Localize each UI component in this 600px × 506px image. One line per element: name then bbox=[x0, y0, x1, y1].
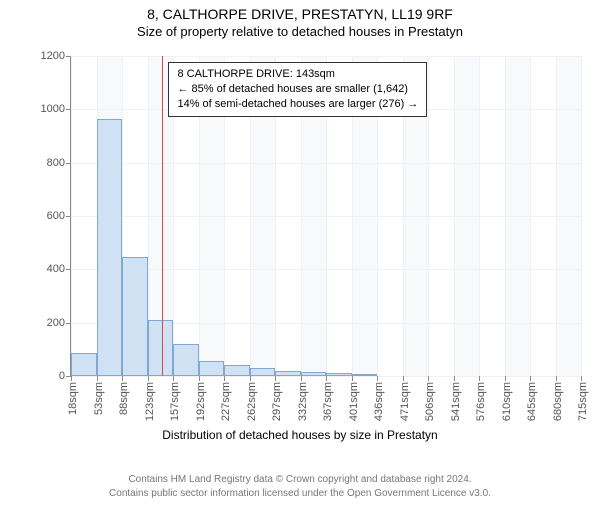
y-tick-label: 200 bbox=[47, 317, 65, 329]
info-annotation-box: 8 CALTHORPE DRIVE: 143sqm← 85% of detach… bbox=[168, 62, 427, 117]
histogram-bar bbox=[97, 119, 123, 376]
x-tick-label: 123sqm bbox=[144, 382, 156, 421]
x-tick-label: 715sqm bbox=[577, 382, 589, 421]
x-tick-label: 471sqm bbox=[399, 382, 411, 421]
x-tick-label: 297sqm bbox=[271, 382, 283, 421]
histogram-bar bbox=[224, 365, 250, 376]
footer-line-1: Contains HM Land Registry data © Crown c… bbox=[0, 473, 600, 487]
x-tick-label: 367sqm bbox=[322, 382, 334, 421]
x-tick-label: 18sqm bbox=[67, 382, 79, 415]
x-tick-label: 332sqm bbox=[297, 382, 309, 421]
y-tick-label: 0 bbox=[59, 370, 65, 382]
x-tick-label: 262sqm bbox=[246, 382, 258, 421]
y-tick-label: 600 bbox=[47, 210, 65, 222]
info-line-2: ← 85% of detached houses are smaller (1,… bbox=[177, 82, 418, 97]
x-tick-label: 227sqm bbox=[220, 382, 232, 421]
histogram-bar bbox=[199, 361, 225, 376]
x-tick-label: 401sqm bbox=[348, 382, 360, 421]
x-tick-label: 436sqm bbox=[373, 382, 385, 421]
x-tick-label: 192sqm bbox=[195, 382, 207, 421]
x-tick-label: 157sqm bbox=[169, 382, 181, 421]
x-tick-label: 88sqm bbox=[118, 382, 130, 415]
footer-line-2: Contains public sector information licen… bbox=[0, 487, 600, 501]
chart-container: Number of detached properties 0200400600… bbox=[0, 46, 600, 446]
attribution-footer: Contains HM Land Registry data © Crown c… bbox=[0, 473, 600, 500]
x-tick-label: 645sqm bbox=[526, 382, 538, 421]
histogram-bar bbox=[352, 374, 378, 376]
info-line-3: 14% of semi-detached houses are larger (… bbox=[177, 97, 418, 112]
page-title: 8, CALTHORPE DRIVE, PRESTATYN, LL19 9RF bbox=[0, 6, 600, 22]
x-axis-label: Distribution of detached houses by size … bbox=[0, 428, 600, 442]
histogram-bar bbox=[173, 344, 199, 376]
page-subtitle: Size of property relative to detached ho… bbox=[0, 24, 600, 39]
x-tick-label: 576sqm bbox=[475, 382, 487, 421]
histogram-bar bbox=[326, 373, 352, 376]
x-tick-label: 610sqm bbox=[501, 382, 513, 421]
y-tick-label: 1200 bbox=[41, 50, 65, 62]
histogram-bar bbox=[71, 353, 97, 376]
histogram-bar bbox=[148, 320, 174, 376]
info-line-1: 8 CALTHORPE DRIVE: 143sqm bbox=[177, 67, 418, 82]
histogram-bar bbox=[250, 368, 276, 376]
histogram-bar bbox=[122, 257, 148, 376]
plot-area: 02004006008001000120018sqm53sqm88sqm123s… bbox=[70, 56, 581, 377]
x-tick-label: 506sqm bbox=[424, 382, 436, 421]
histogram-bar bbox=[301, 372, 327, 376]
x-tick-label: 541sqm bbox=[450, 382, 462, 421]
x-tick-label: 680sqm bbox=[552, 382, 564, 421]
y-tick-label: 800 bbox=[47, 157, 65, 169]
histogram-bar bbox=[275, 371, 301, 376]
reference-line bbox=[162, 56, 163, 376]
x-tick-label: 53sqm bbox=[93, 382, 105, 415]
y-tick-label: 1000 bbox=[41, 103, 65, 115]
y-tick-label: 400 bbox=[47, 263, 65, 275]
